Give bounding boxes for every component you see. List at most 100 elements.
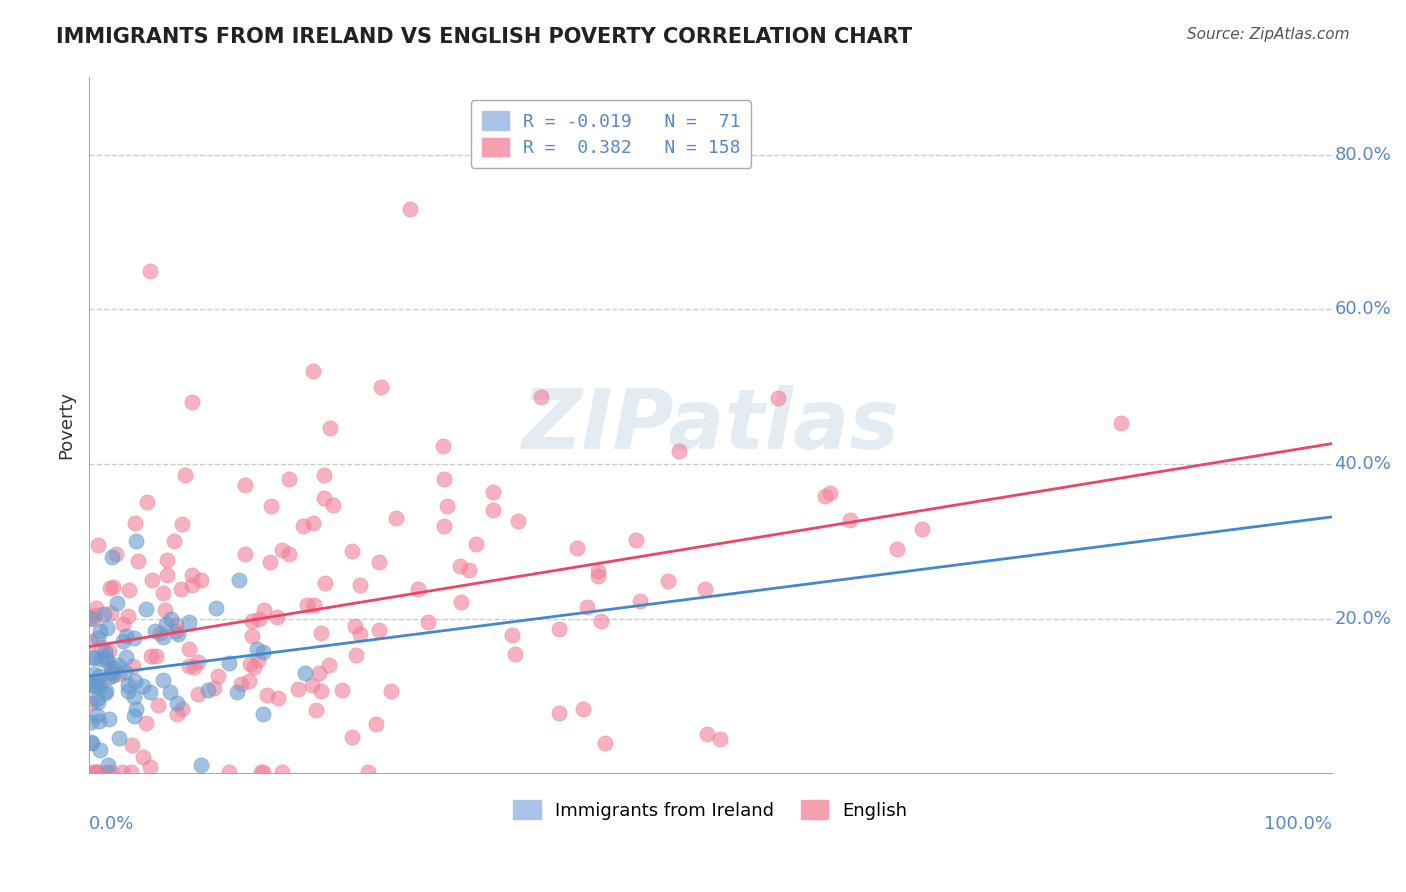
Immigrants from Ireland [122,690,145,705]
Immigrants from Ireland [83,651,105,665]
Immigrants from Ireland [96,684,118,698]
Immigrants from Ireland [100,665,122,680]
English [465,537,488,551]
English [624,533,647,548]
English [202,681,225,695]
English [87,765,110,780]
English [180,395,202,409]
English [482,502,505,516]
English [135,716,157,731]
Immigrants from Ireland [125,534,148,549]
English [187,655,209,669]
English [547,622,569,636]
English [308,666,330,681]
Immigrants from Ireland [117,684,139,698]
English [100,765,122,780]
Immigrants from Ireland [89,669,111,683]
Immigrants from Ireland [93,607,115,621]
English [239,657,262,672]
Immigrants from Ireland [94,643,117,657]
English [100,607,122,621]
English [183,660,205,674]
English [79,634,101,648]
English [165,618,187,632]
English [340,730,363,744]
English [243,660,266,674]
English [319,421,342,435]
Immigrants from Ireland [100,668,122,682]
English [766,391,789,405]
Immigrants from Ireland [82,649,104,664]
English [152,586,174,600]
Text: Source: ZipAtlas.com: Source: ZipAtlas.com [1187,27,1350,42]
English [83,607,105,622]
Immigrants from Ireland [225,685,247,699]
English [117,582,139,597]
Immigrants from Ireland [80,736,103,750]
Immigrants from Ireland [89,679,111,693]
English [156,553,179,567]
English [305,702,328,716]
English [820,485,842,500]
English [242,629,264,643]
English [657,574,679,588]
Text: 0.0%: 0.0% [89,815,135,833]
Immigrants from Ireland [117,678,139,692]
Text: 20.0%: 20.0% [1334,609,1392,628]
English [344,618,367,632]
English [156,567,179,582]
Immigrants from Ireland [80,715,103,730]
English [911,522,934,536]
English [98,669,121,683]
Immigrants from Ireland [143,624,166,639]
Immigrants from Ireland [114,665,136,679]
Immigrants from Ireland [96,621,118,635]
Immigrants from Ireland [90,652,112,666]
English [82,612,104,626]
English [127,554,149,568]
English [529,390,551,404]
English [252,765,274,780]
English [406,582,429,596]
English [278,547,301,561]
English [436,499,458,513]
English [357,765,380,780]
English [233,478,256,492]
Immigrants from Ireland [190,758,212,772]
English [135,495,157,509]
English [593,736,616,750]
Immigrants from Ireland [94,686,117,700]
English [246,653,269,667]
Immigrants from Ireland [79,611,101,625]
English [177,642,200,657]
Immigrants from Ireland [218,656,240,670]
Immigrants from Ireland [87,631,110,645]
Immigrants from Ireland [152,673,174,688]
English [481,485,503,500]
Immigrants from Ireland [197,682,219,697]
English [149,626,172,640]
English [105,548,128,562]
English [96,765,118,780]
English [190,573,212,587]
English [187,687,209,701]
English [367,555,389,569]
English [547,706,569,720]
Immigrants from Ireland [89,624,111,638]
English [267,690,290,705]
English [139,263,162,277]
English [367,624,389,638]
English [322,498,344,512]
English [312,491,335,505]
Text: IMMIGRANTS FROM IRELAND VS ENGLISH POVERTY CORRELATION CHART: IMMIGRANTS FROM IRELAND VS ENGLISH POVER… [56,27,912,46]
English [506,515,529,529]
Immigrants from Ireland [86,675,108,690]
English [301,678,323,692]
Immigrants from Ireland [115,629,138,643]
English [287,681,309,696]
Immigrants from Ireland [107,657,129,672]
English [572,702,595,716]
English [170,582,193,596]
English [586,569,609,583]
English [314,576,336,591]
